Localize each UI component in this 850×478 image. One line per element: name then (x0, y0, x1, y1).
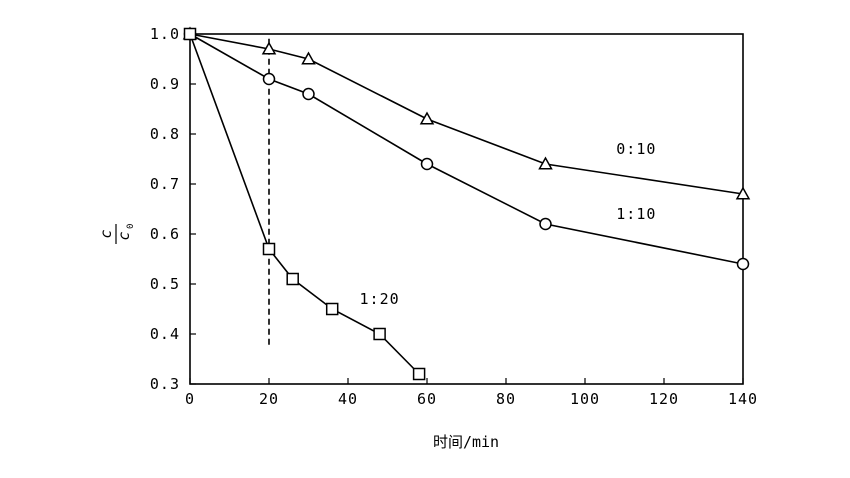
series-label-1-10: 1:10 (616, 205, 656, 223)
x-tick-label: 120 (649, 390, 679, 408)
x-axis-ticks: 0 20 40 60 80 100 120 140 (185, 378, 758, 408)
series-circle (183, 27, 750, 271)
plot-frame (189, 33, 744, 385)
data-point-circle (420, 157, 434, 171)
data-point-triangle (735, 186, 751, 200)
series-group (182, 26, 751, 381)
series-line (189, 33, 744, 265)
data-point-circle (539, 217, 552, 231)
data-point-triangle (419, 111, 435, 125)
series-square (183, 27, 426, 381)
x-tick-label: 60 (417, 390, 437, 408)
data-point-square (262, 242, 276, 256)
data-point-circle (736, 257, 750, 271)
y-tick-label: 0.4 (150, 325, 180, 343)
y-tick-label: 1.0 (150, 25, 180, 43)
x-tick-label: 80 (496, 390, 516, 408)
y-tick-label: 0.5 (150, 275, 180, 293)
data-point-square (373, 327, 386, 341)
series-label-1-20: 1:20 (360, 290, 400, 308)
y-axis-title-subscript: 0 (126, 224, 136, 229)
y-axis-title-denominator: c (115, 231, 133, 240)
y-axis-title: c c 0 (97, 224, 136, 244)
y-tick-label: 0.9 (150, 75, 180, 93)
data-point-triangle (301, 51, 316, 65)
series-label-0-10: 0:10 (616, 140, 656, 158)
data-point-circle (302, 87, 315, 101)
x-tick-label: 100 (570, 390, 600, 408)
data-point-square (286, 272, 299, 286)
series-line (189, 33, 420, 375)
x-tick-label: 40 (338, 390, 358, 408)
series-line (189, 33, 744, 195)
y-axis-title-numerator: c (97, 229, 115, 238)
data-point-triangle (538, 156, 553, 170)
data-point-circle (262, 72, 276, 86)
data-point-square (183, 27, 197, 41)
y-tick-label: 0.8 (150, 125, 180, 143)
y-tick-label: 0.6 (150, 225, 180, 243)
data-point-square (325, 302, 339, 316)
x-tick-label: 140 (728, 390, 758, 408)
y-tick-label: 0.7 (150, 175, 180, 193)
x-tick-label: 0 (185, 390, 195, 408)
data-point-triangle (261, 41, 277, 55)
x-tick-label: 20 (259, 390, 279, 408)
y-axis-ticks: 0.3 0.4 0.5 0.6 0.7 0.8 0.9 1.0 (150, 25, 196, 393)
x-axis-title: 时间/min (433, 433, 499, 451)
data-point-square (412, 367, 426, 381)
y-tick-label: 0.3 (150, 375, 180, 393)
